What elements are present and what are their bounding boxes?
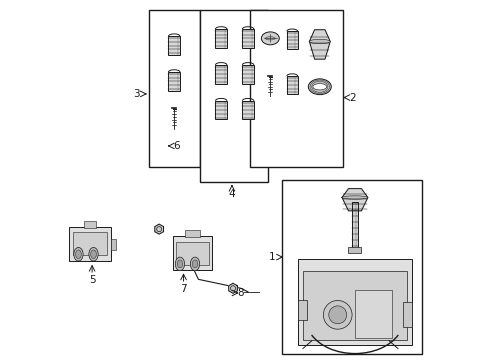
Text: 6: 6	[173, 141, 179, 151]
Bar	[351, 202, 357, 249]
Bar	[286, 76, 297, 94]
Polygon shape	[228, 283, 237, 293]
Bar	[303, 271, 406, 339]
Ellipse shape	[312, 84, 326, 90]
Bar	[215, 101, 226, 120]
Bar	[249, 10, 343, 167]
Bar	[286, 31, 297, 49]
Bar	[215, 65, 226, 84]
Circle shape	[323, 301, 351, 329]
Ellipse shape	[341, 196, 367, 199]
Bar	[84, 221, 96, 228]
Bar	[354, 291, 391, 338]
Bar	[348, 247, 361, 253]
Ellipse shape	[175, 257, 184, 271]
Bar	[297, 259, 411, 345]
Bar	[242, 65, 253, 84]
Ellipse shape	[74, 247, 83, 261]
Text: 5: 5	[89, 275, 95, 285]
Ellipse shape	[177, 260, 182, 268]
Bar	[110, 239, 116, 251]
Bar	[215, 29, 226, 48]
Bar	[176, 242, 208, 265]
Bar	[199, 10, 267, 182]
Circle shape	[328, 306, 346, 324]
Polygon shape	[155, 224, 163, 234]
Bar	[242, 29, 253, 48]
Ellipse shape	[190, 257, 199, 271]
Bar	[172, 236, 212, 270]
Bar	[282, 180, 421, 354]
Text: 1: 1	[268, 252, 275, 262]
Ellipse shape	[308, 79, 330, 95]
Ellipse shape	[265, 37, 275, 40]
Text: 3: 3	[133, 89, 140, 99]
Bar	[242, 101, 253, 120]
Bar	[168, 36, 180, 55]
Ellipse shape	[261, 32, 279, 45]
Ellipse shape	[89, 247, 98, 261]
Bar	[69, 226, 110, 261]
Ellipse shape	[309, 39, 329, 44]
Polygon shape	[341, 189, 367, 211]
Ellipse shape	[76, 250, 81, 258]
Text: 8: 8	[237, 288, 244, 298]
Bar	[403, 302, 411, 327]
Text: 4: 4	[228, 189, 235, 199]
Bar	[168, 72, 180, 91]
Bar	[149, 10, 199, 167]
Bar	[184, 230, 200, 237]
Text: 7: 7	[180, 284, 186, 294]
Ellipse shape	[192, 260, 197, 268]
Text: 2: 2	[348, 93, 355, 103]
Ellipse shape	[90, 250, 96, 258]
Polygon shape	[309, 30, 329, 59]
Bar	[297, 300, 306, 320]
Bar	[73, 232, 107, 255]
